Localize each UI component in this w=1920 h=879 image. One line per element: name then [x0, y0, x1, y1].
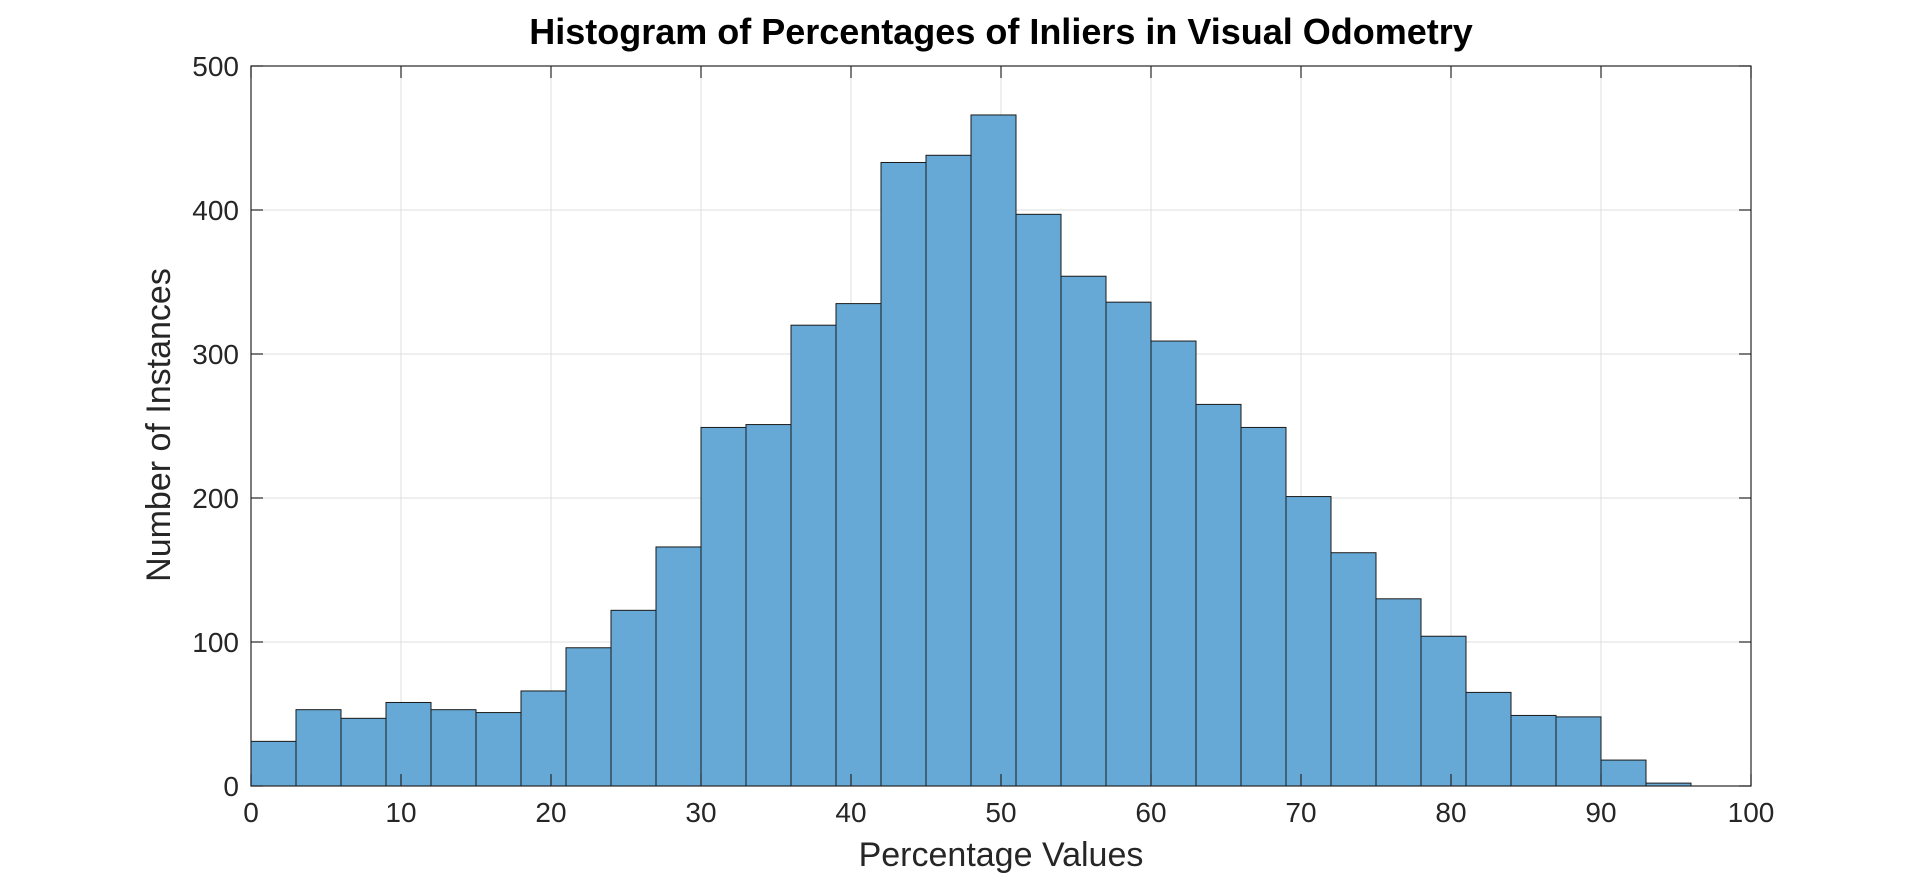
- x-axis-label: Percentage Values: [859, 836, 1144, 874]
- x-tick-label: 10: [385, 797, 416, 828]
- histogram-bar: [1600, 759, 1647, 787]
- histogram-bar: [745, 424, 792, 787]
- histogram-bar: [1330, 552, 1377, 787]
- y-tick-label: 300: [192, 339, 239, 370]
- histogram-bar: [790, 324, 837, 787]
- histogram-bar: [700, 426, 747, 787]
- x-tick-label: 60: [1135, 797, 1166, 828]
- x-tick-labels: 0 10 20 30 40 50 60 70 80 90 100: [243, 797, 1774, 828]
- y-axis-label: Number of Instances: [140, 268, 178, 582]
- histogram-bar: [1150, 340, 1197, 787]
- histogram-bar: [1510, 714, 1557, 787]
- histogram-bar: [1375, 598, 1422, 787]
- y-tick-label: 500: [192, 51, 239, 82]
- histogram-bar: [340, 717, 387, 787]
- histogram-bar: [1240, 426, 1287, 787]
- histogram-bar: [1060, 275, 1107, 787]
- histogram-bar: [1285, 496, 1332, 787]
- x-tick-label: 50: [985, 797, 1016, 828]
- histogram-bars: [250, 114, 1692, 787]
- histogram-bar: [565, 647, 612, 787]
- y-tick-label: 0: [223, 771, 239, 802]
- y-tick-label: 400: [192, 195, 239, 226]
- x-tick-label: 70: [1285, 797, 1316, 828]
- histogram-bar: [925, 154, 972, 787]
- x-tick-label: 20: [535, 797, 566, 828]
- histogram-bar: [970, 114, 1017, 787]
- y-tick-labels: 0 100 200 300 400 500: [192, 51, 239, 802]
- histogram-bar: [610, 609, 657, 787]
- histogram-bar: [1105, 301, 1152, 787]
- x-tick-label: 100: [1728, 797, 1775, 828]
- histogram-bar: [835, 303, 882, 787]
- axes: [250, 65, 1752, 787]
- x-tick-label: 30: [685, 797, 716, 828]
- histogram-bar: [250, 740, 297, 787]
- x-tick-label: 0: [243, 797, 259, 828]
- histogram-bar: [520, 690, 567, 787]
- histogram-bar: [1015, 213, 1062, 787]
- histogram-bar: [1195, 403, 1242, 787]
- x-tick-label: 80: [1435, 797, 1466, 828]
- histogram-bar: [475, 712, 522, 787]
- y-tick-label: 200: [192, 483, 239, 514]
- histogram-bar: [385, 701, 432, 787]
- histogram-bar: [430, 709, 477, 787]
- histogram-bar: [1465, 691, 1512, 787]
- histogram-bar: [655, 546, 702, 787]
- histogram-bar: [880, 161, 927, 787]
- histogram-bar: [1555, 716, 1602, 787]
- histogram-bar: [1420, 635, 1467, 787]
- histogram-bar: [295, 709, 342, 787]
- x-tick-label: 90: [1585, 797, 1616, 828]
- y-tick-label: 100: [192, 627, 239, 658]
- x-tick-label: 40: [835, 797, 866, 828]
- chart-title: Histogram of Percentages of Inliers in V…: [529, 11, 1473, 52]
